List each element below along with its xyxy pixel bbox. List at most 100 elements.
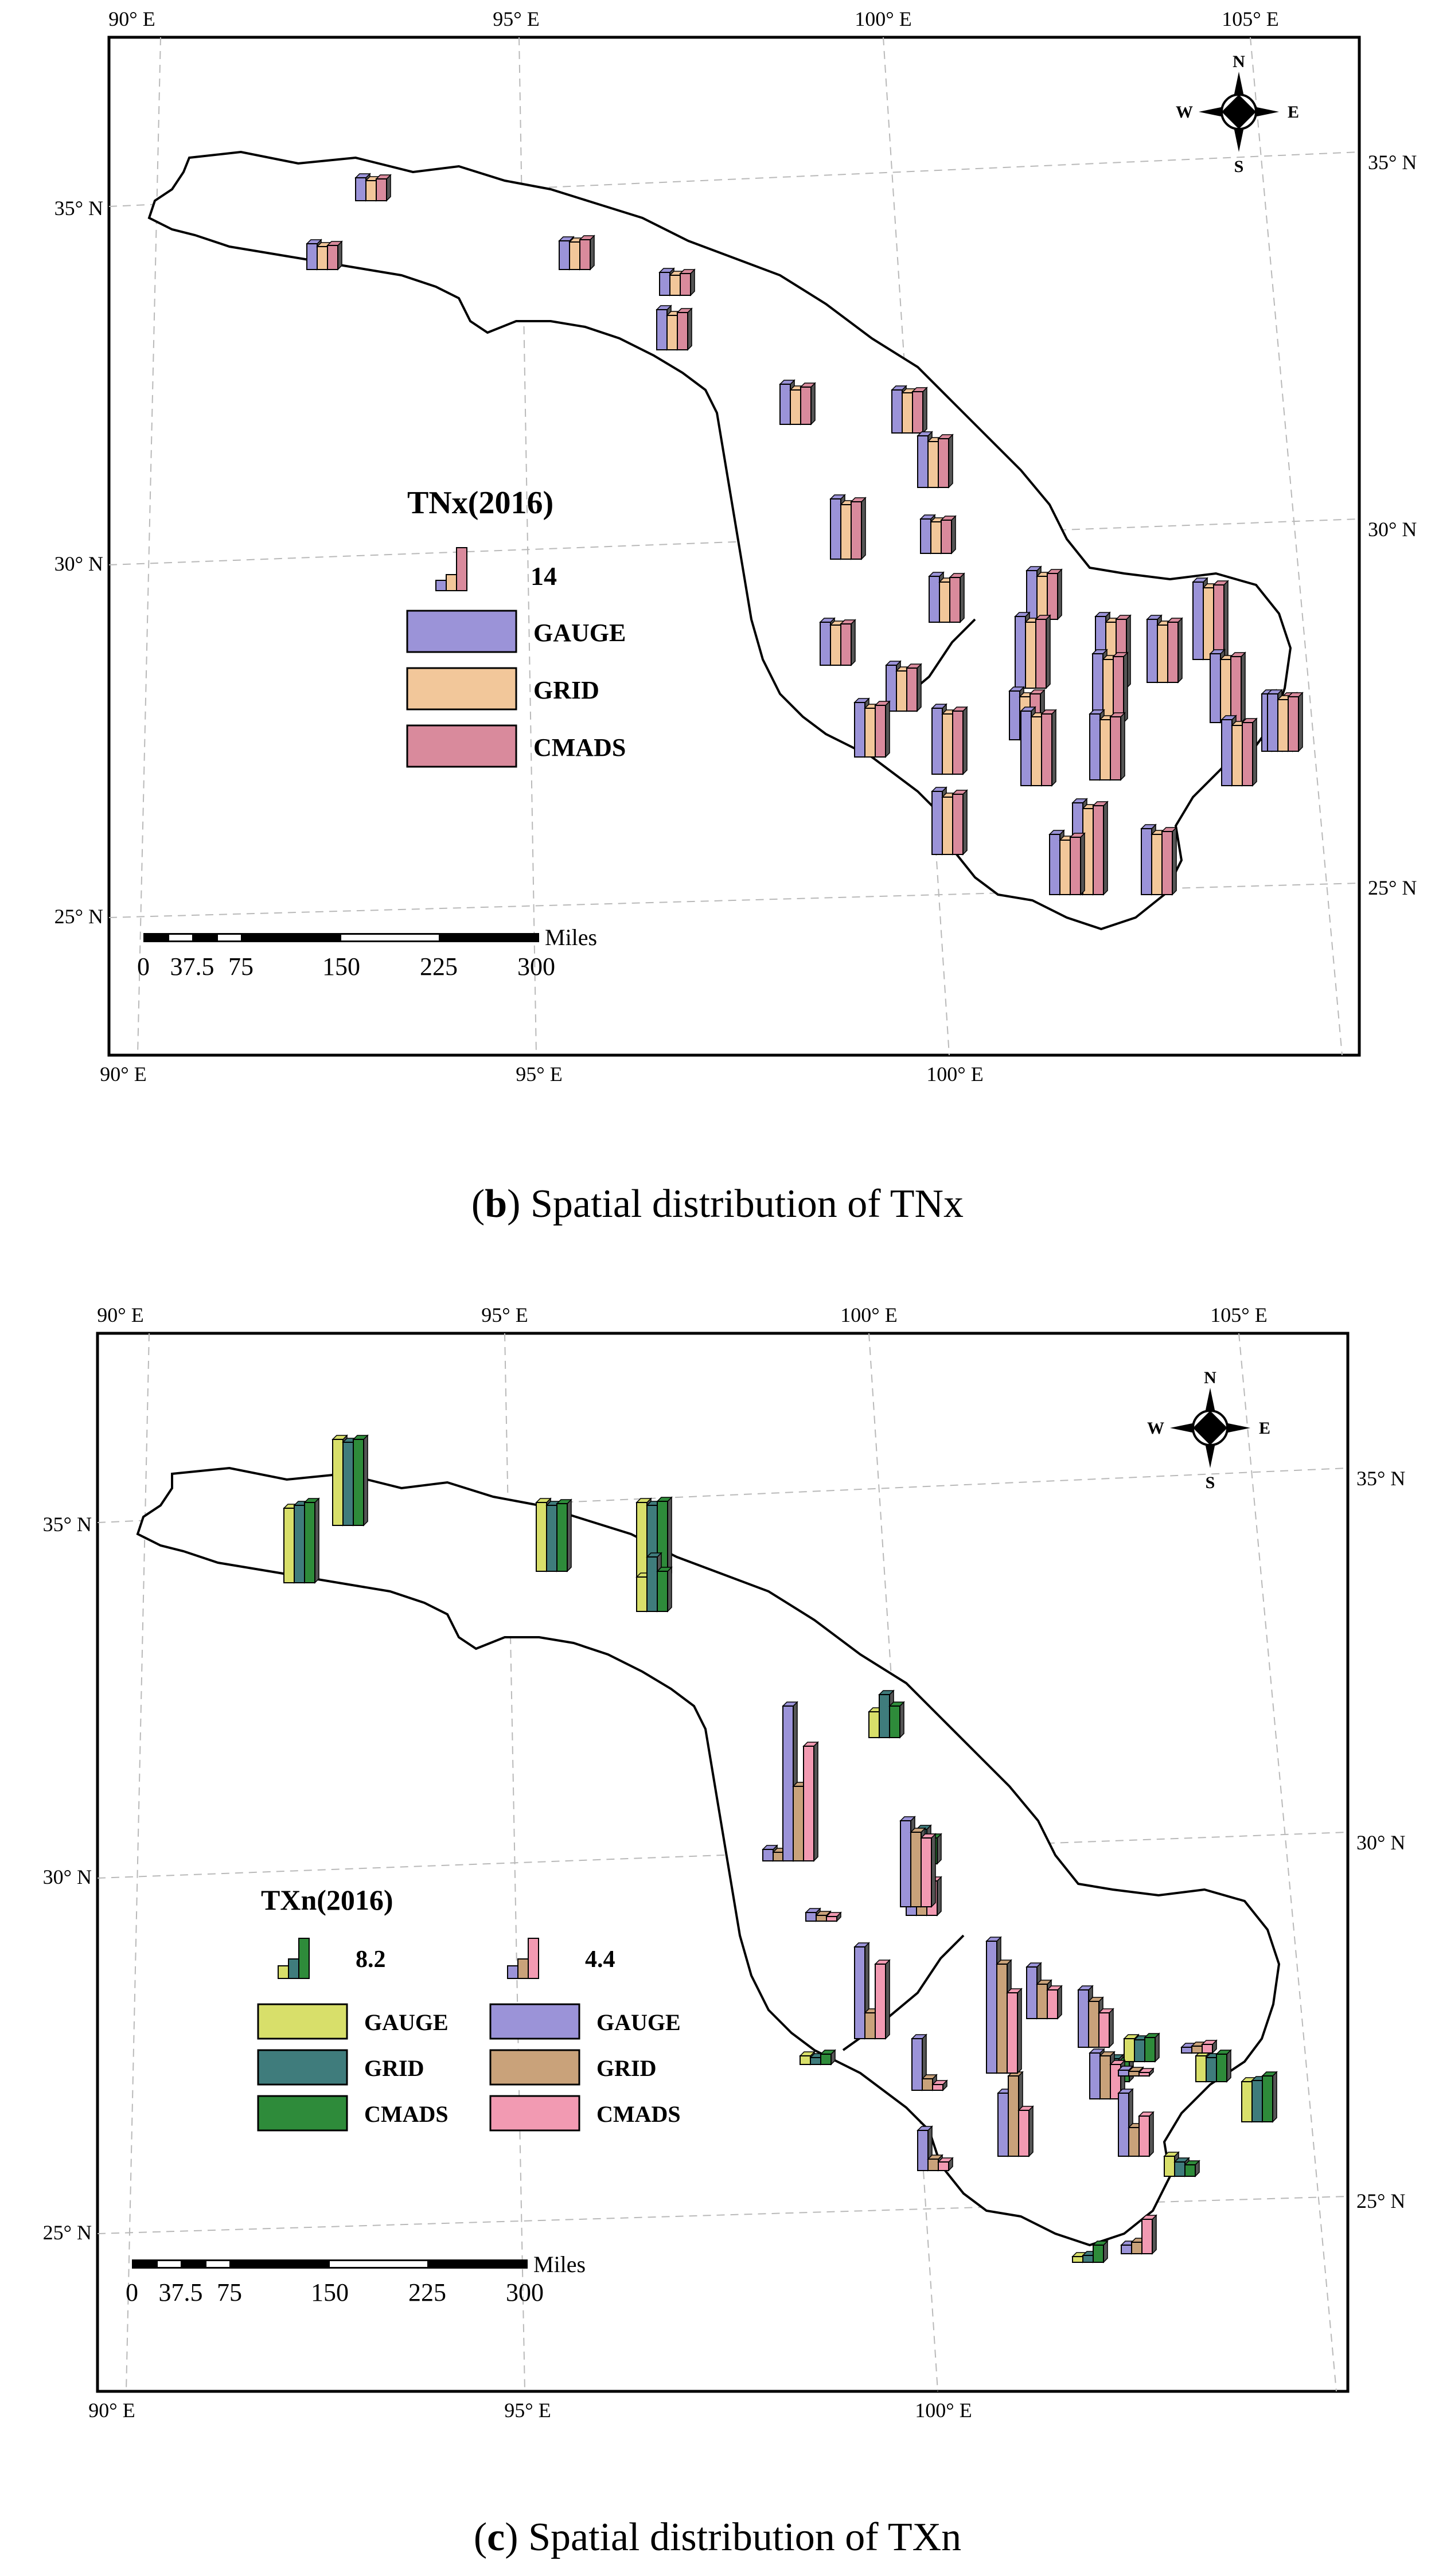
legend-swatch-gauge — [489, 2003, 580, 2040]
station-bar-group — [283, 1497, 320, 1584]
bottom-lon-label: 90° E — [100, 1063, 146, 1086]
station-bar — [1089, 713, 1101, 780]
station-bar-side — [687, 307, 692, 351]
station-bar — [1141, 828, 1152, 895]
figure-caption: (b) Spatial distribution of TNx — [471, 1182, 964, 1226]
station-bar — [803, 1746, 814, 1861]
station-bar — [1213, 584, 1225, 660]
coordinate-labels: 90° E 95° E 100° E 105° E 90° E 95° E 10… — [43, 1303, 1406, 2422]
station-bar-group — [1266, 689, 1304, 752]
legend-label: GRID — [596, 2055, 656, 2081]
station-bar — [1144, 2037, 1156, 2062]
station-bar-side — [363, 1434, 368, 1527]
station-bar — [830, 498, 841, 560]
station-bar-side — [962, 789, 968, 856]
station-bar — [900, 1820, 911, 1907]
station-bar — [669, 275, 681, 296]
station-bar — [1007, 1992, 1018, 2074]
station-bar — [656, 309, 668, 350]
station-bar — [306, 243, 318, 270]
station-bar-group — [853, 1942, 891, 2040]
station-bar — [917, 2130, 929, 2171]
station-bar-group — [1241, 2071, 1278, 2123]
station-bar-group — [1163, 2151, 1200, 2177]
station-bar — [949, 577, 961, 623]
bottom-lon-label: 100° E — [926, 1063, 983, 1086]
station-bar-side — [1028, 2105, 1034, 2157]
top-lon-label: 90° E — [97, 1303, 143, 1326]
station-bar — [677, 312, 688, 350]
legend-label: CMADS — [533, 733, 626, 762]
station-bar — [1047, 1989, 1058, 2019]
station-bar — [376, 178, 387, 201]
station-bar — [569, 241, 580, 270]
station-bar — [1242, 722, 1253, 786]
station-bar — [1070, 837, 1081, 895]
station-bar — [911, 2038, 923, 2091]
right-lat-label: 30° N — [1368, 518, 1417, 541]
station-bar — [355, 177, 366, 201]
station-bar — [1206, 2057, 1217, 2082]
station-bar — [906, 668, 918, 712]
station-bar — [1121, 2245, 1132, 2254]
legend-scale-value: 4.4 — [585, 1946, 615, 1973]
map-b-svg: N S E W 90° E 95° E 100° E 105° E 90° E … — [54, 7, 1417, 1086]
station-bar — [659, 272, 670, 296]
station-bar — [317, 246, 328, 270]
station-bar — [1036, 576, 1048, 620]
station-bar — [657, 1571, 668, 1612]
legend: TNx(2016) 14 GAUGE GRID CMADS — [406, 485, 626, 768]
station-bar-group — [799, 2049, 836, 2066]
station-bar — [889, 1705, 900, 1738]
west-label: W — [1147, 1419, 1164, 1438]
station-bar-side — [899, 1701, 904, 1739]
map-panel-c: N S E W 90° E 95° E 100° E 105° E 90° E … — [0, 1285, 1435, 2576]
scale-tick: 75 — [217, 2278, 242, 2306]
station-bar-group — [354, 173, 392, 202]
station-bar-side — [1051, 709, 1056, 787]
station-bar — [986, 1941, 997, 2074]
station-bar — [851, 501, 862, 560]
station-bar — [646, 1556, 658, 1612]
station-bars — [306, 173, 1304, 896]
station-bar — [636, 1502, 648, 1578]
station-bar-group — [1071, 2240, 1109, 2263]
station-bar-group — [931, 703, 968, 775]
legend-label: GRID — [364, 2055, 424, 2081]
legend: TXn(2016) 8.2 4.4 GAUGE GRID CMADS GAUGE — [257, 1884, 681, 2132]
scale-bar: Miles 0 37.5 75 150 225 300 — [137, 924, 597, 981]
station-bar — [1035, 619, 1047, 689]
station-bar-side — [917, 663, 922, 712]
caption-text: Spatial distribution of TNx — [530, 1182, 964, 1226]
station-bar — [854, 702, 865, 758]
station-bar-side — [1017, 1988, 1022, 2074]
scale-tick: 225 — [420, 953, 458, 981]
station-bar-side — [1241, 651, 1246, 724]
station-bar-side — [1120, 712, 1125, 781]
south-label: S — [1206, 1473, 1215, 1492]
station-bar — [1191, 2046, 1203, 2054]
station-bar-side — [1172, 826, 1177, 896]
station-bar-side — [667, 1566, 672, 1613]
station-bar — [1230, 656, 1242, 723]
station-bar — [1110, 716, 1121, 780]
station-bar-side — [1123, 651, 1128, 724]
station-bar-group — [658, 267, 696, 296]
station-bar-side — [667, 1496, 672, 1578]
station-bar — [1047, 573, 1058, 620]
station-bar — [666, 315, 678, 350]
station-bar — [1118, 2070, 1129, 2077]
station-bar-side — [1252, 717, 1257, 787]
scale-tick: 37.5 — [159, 2278, 203, 2306]
station-bar — [875, 1964, 886, 2039]
station-bar — [938, 2161, 949, 2171]
left-lat-label: 35° N — [43, 1513, 92, 1536]
station-bar — [1192, 581, 1204, 660]
station-bar — [1098, 2012, 1110, 2048]
station-bar-group — [1020, 706, 1057, 787]
station-bar-side — [885, 1959, 890, 2040]
station-bar — [854, 1946, 865, 2039]
station-bar — [939, 581, 950, 623]
station-bar-group — [853, 697, 891, 758]
station-bar-group — [1192, 577, 1229, 661]
